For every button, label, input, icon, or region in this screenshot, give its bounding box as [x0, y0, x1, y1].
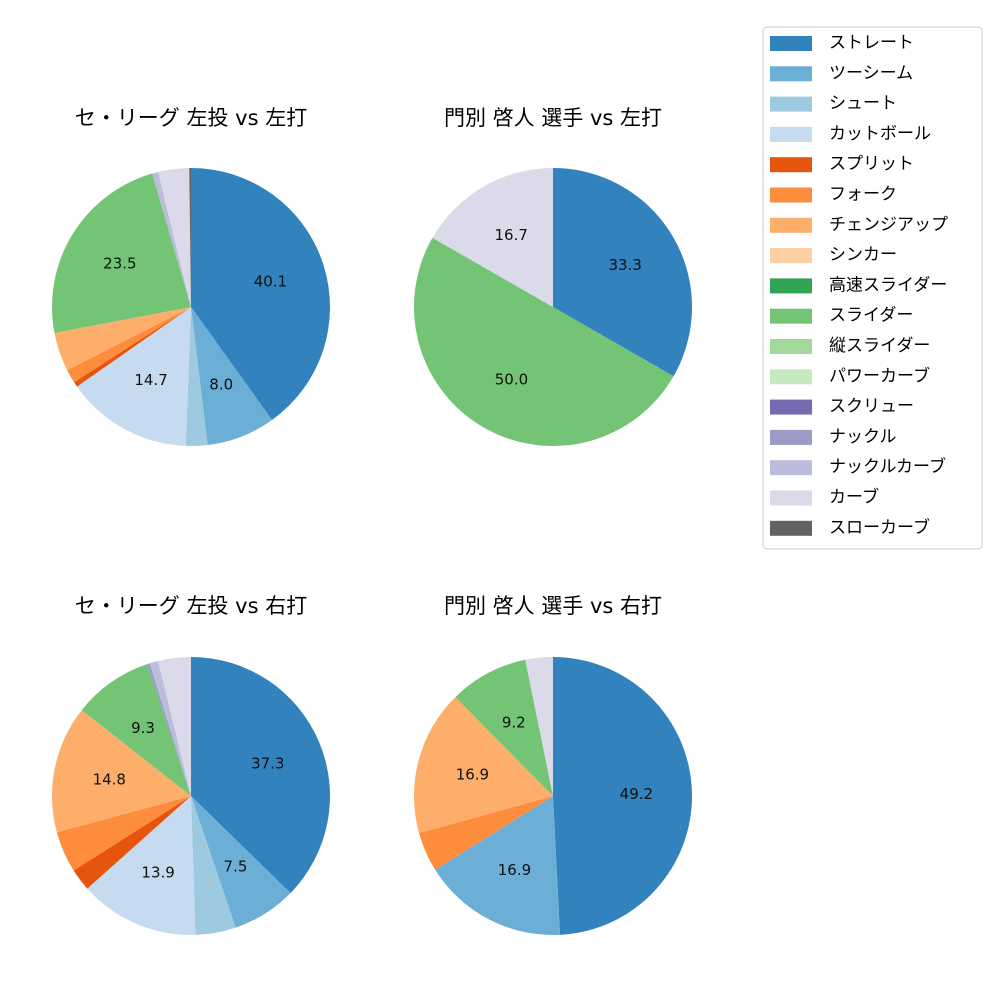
pie-slice — [56, 796, 191, 871]
slice-label: 16.9 — [498, 861, 531, 879]
slice-label: 9.2 — [502, 713, 526, 731]
pie-slice — [185, 307, 208, 446]
legend-label: シュート — [829, 94, 897, 114]
slice-label: 14.7 — [134, 371, 167, 389]
pie-slice — [191, 168, 330, 420]
legend-swatch — [770, 490, 812, 506]
pie-slice — [51, 710, 191, 833]
legend-label: パワーカーブ — [829, 365, 930, 386]
legend-label: 高速スライダー — [829, 275, 947, 295]
legend-label: チェンジアップ — [829, 215, 948, 235]
pie-slice — [74, 307, 191, 387]
pie-slice — [191, 657, 330, 894]
legend-label: カーブ — [829, 487, 879, 508]
pie-slice — [191, 307, 272, 446]
chart-title: セ・リーグ 左投 vs 左打 — [75, 106, 307, 130]
chart-title: 門別 啓人 選手 vs 左打 — [444, 106, 662, 130]
slice-label: 16.9 — [456, 765, 489, 783]
pie-chart-4: 門別 啓人 選手 vs 右打 49.2 16.9 16.9 9.2 — [414, 594, 693, 936]
legend-label: ナックルカーブ — [829, 456, 946, 477]
slice-label: 16.7 — [495, 226, 528, 244]
legend-label: カットボール — [829, 124, 931, 144]
legend-label: シンカー — [829, 245, 897, 265]
slice-label: 49.2 — [620, 785, 653, 803]
legend-label: スプリット — [829, 154, 914, 174]
pie-slice — [414, 237, 674, 447]
pie-slice — [435, 796, 560, 936]
pie-slice — [67, 307, 191, 383]
pie-slice — [189, 168, 191, 307]
pie-slice — [455, 659, 553, 796]
slice-label: 13.9 — [141, 864, 174, 882]
slice-label: 33.3 — [608, 256, 641, 274]
slice-label: 40.1 — [254, 272, 287, 290]
pie-chart-1: セ・リーグ 左投 vs 左打 40.1 8.0 14.7 23.5 — [51, 106, 330, 446]
pie-slice — [152, 171, 191, 307]
legend-swatch — [770, 217, 812, 233]
legend-swatch — [770, 399, 812, 415]
legend-label: フォーク — [829, 185, 897, 205]
legend-swatch — [770, 339, 812, 354]
legend-swatch — [770, 460, 812, 476]
pie-slice — [419, 796, 553, 870]
slice-label: 14.8 — [93, 770, 126, 788]
pie-slice — [158, 657, 191, 796]
pie-chart-2: 門別 啓人 選手 vs 左打 33.3 50.0 16.7 — [414, 106, 693, 447]
legend-swatch — [770, 126, 812, 142]
legend-label: ナックル — [829, 427, 897, 447]
slice-label: 23.5 — [103, 254, 136, 272]
legend-swatch — [770, 278, 812, 294]
legend-label: スローカーブ — [829, 517, 930, 538]
chart-title: 門別 啓人 選手 vs 右打 — [444, 594, 662, 618]
pie-slice — [432, 168, 553, 307]
slice-label: 7.5 — [224, 858, 248, 876]
legend-swatch — [770, 66, 812, 82]
slice-label: 9.3 — [131, 719, 155, 737]
pie-slice — [525, 657, 553, 796]
legend-swatch — [770, 520, 812, 536]
legend-label: ストレート — [829, 33, 914, 53]
slice-label: 37.3 — [251, 755, 284, 773]
legend-label: 縦スライダー — [829, 336, 930, 356]
pie-slice — [81, 664, 191, 796]
legend-swatch — [770, 96, 812, 112]
pie-slice — [147, 663, 191, 796]
legend-label: スクリュー — [829, 397, 914, 417]
pie-slice — [158, 168, 191, 307]
legend-swatch — [770, 429, 812, 445]
pie-slice — [149, 660, 191, 796]
pie-slice — [51, 173, 191, 334]
pie-slice — [77, 307, 191, 446]
pie-slice — [73, 796, 191, 889]
pie-slice — [191, 796, 236, 935]
legend-label: スライダー — [829, 306, 913, 326]
legend-swatch — [770, 157, 812, 173]
pie-chart-3: セ・リーグ 左投 vs 右打 37.3 7.5 13.9 14.8 9.3 — [51, 594, 330, 935]
pie-slice — [191, 796, 291, 928]
legend-swatch — [770, 308, 812, 324]
legend-swatch — [770, 369, 812, 385]
pie-slice — [54, 307, 192, 371]
slice-label: 8.0 — [209, 376, 233, 394]
legend-swatch — [770, 248, 812, 264]
legend: ストレートツーシームシュートカットボールスプリットフォークチェンジアップシンカー… — [762, 26, 983, 550]
legend-swatch — [770, 187, 812, 203]
pie-slice — [414, 697, 553, 834]
pie-slice — [553, 168, 693, 377]
chart-title: セ・リーグ 左投 vs 右打 — [75, 594, 307, 618]
slice-label: 50.0 — [495, 370, 528, 388]
pie-slice — [87, 796, 196, 935]
pie-slice — [553, 657, 693, 935]
legend-label: ツーシーム — [829, 63, 913, 83]
legend-swatch — [770, 36, 812, 51]
